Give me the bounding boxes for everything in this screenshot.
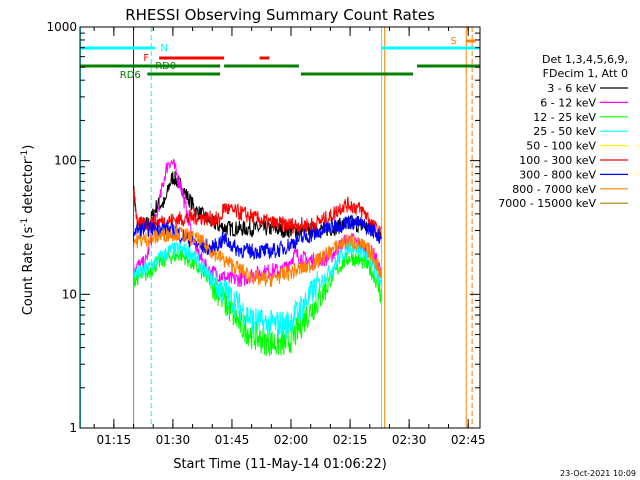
x-tick-label: 02:00 [274,433,309,447]
chart-title: RHESSI Observing Summary Count Rates [125,6,435,24]
legend-header-1: Det 1,3,4,5,6,9, [542,53,628,66]
y-axis-label-mid: detector [21,158,36,218]
legend-label: 100 - 300 keV [519,154,596,167]
flag-label: F [143,53,149,64]
y-tick-label: 10 [62,287,77,301]
y-tick-label: 1000 [46,20,77,34]
legend-label: 6 - 12 keV [540,96,596,109]
x-tick-label: 01:15 [97,433,132,447]
x-tick-label: 01:45 [215,433,250,447]
y-axis-label-end: ) [21,145,36,150]
legend-label: 12 - 25 keV [533,111,596,124]
flag-label: RD0 [155,61,176,72]
legend-label: 800 - 7000 keV [512,183,596,196]
x-axis-label: Start Time (11-May-14 01:06:22) [173,457,387,472]
legend-header-2: FDecim 1, Att 0 [543,67,628,80]
plot-frame [79,26,481,429]
y-tick-label: 1 [69,421,77,435]
series-line [133,240,382,428]
legend-label: 3 - 6 keV [547,82,596,95]
footer-date: 23-Oct-2021 10:09 [560,469,636,478]
legend-label: 25 - 50 keV [533,125,596,138]
legend: Det 1,3,4,5,6,9, FDecim 1, Att 0 3 - 6 k… [498,53,628,210]
flag-label: RD6 [120,70,141,81]
x-tick-label: 02:15 [333,433,368,447]
legend-label: 300 - 800 keV [519,168,596,181]
y-axis-label-exp2: -1 [20,150,30,159]
x-tick-label: 02:30 [392,433,427,447]
legend-label: 7000 - 15000 keV [498,197,596,210]
flag-label: N [160,43,167,54]
series-line [133,225,382,428]
series-line [133,158,382,428]
y-axis-label-main: Count Rate (s [21,227,36,316]
y-tick-label: 100 [54,154,77,168]
axes: 1 10 100 1000 01:15 01:30 01:45 02:00 02:15 02:30… [46,20,485,447]
x-tick-label: 01:30 [156,433,191,447]
legend-label: 50 - 100 keV [526,140,596,153]
y-axis-label-exp1: -1 [20,218,30,227]
series-line [133,188,382,428]
y-axis-label: Count Rate (s-1 detector-1) [20,145,36,316]
x-tick-label: 02:45 [451,433,486,447]
plot-area: NF RD0 RD6 S [79,27,480,428]
flag-label: S [450,36,456,47]
